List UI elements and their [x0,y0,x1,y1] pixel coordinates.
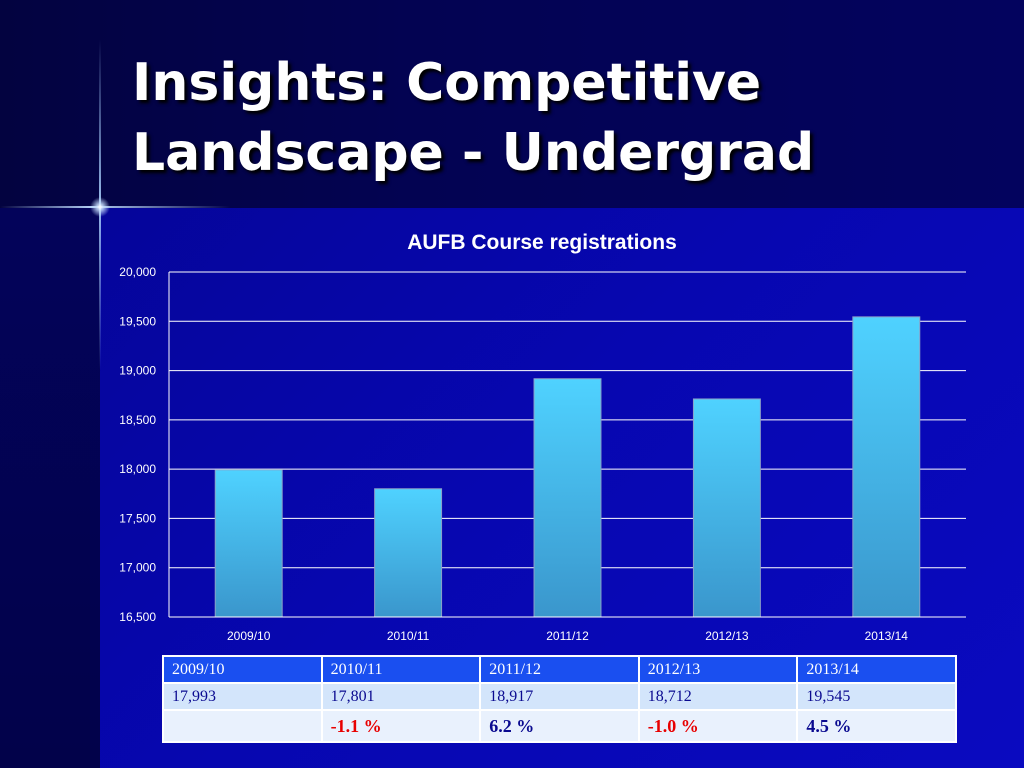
chart-y-tick-label: 17,500 [119,511,156,525]
slide-title: Insights: Competitive Landscape - Underg… [132,48,992,188]
table-values-row: 17,993 17,801 18,917 18,712 19,545 [162,682,957,711]
slide-title-line-2: Landscape - Undergrad [132,123,815,183]
table-header-cell: 2011/12 [479,655,640,684]
chart-y-tick-label: 18,000 [119,462,156,476]
slide-header-background [0,0,1024,208]
table-change-cell: 6.2 % [479,709,640,743]
table-change-cell: -1.1 % [320,709,482,743]
slide-left-band [0,208,100,768]
table-change-cell: -1.0 % [637,709,799,743]
chart-y-tick-label: 19,500 [119,314,156,328]
chart-bars [214,316,921,618]
table-header-cell: 2013/14 [796,655,957,684]
registrations-table: 2009/10 2010/11 2011/12 2012/13 2013/14 … [162,655,957,743]
chart-y-tick-label: 18,500 [119,413,156,427]
chart-bar [374,488,443,618]
table-value-cell: 17,801 [320,682,482,711]
table-value-cell: 17,993 [162,682,323,711]
table-header-cell: 2010/11 [320,655,482,684]
chart-y-tick-label: 17,000 [119,561,156,575]
chart-x-tick-label: 2010/11 [387,629,430,643]
chart-bar [533,378,602,618]
decorative-horizontal-line [0,206,230,208]
table-change-cell [162,709,323,743]
table-value-cell: 19,545 [796,682,957,711]
table-change-cell: 4.5 % [796,709,957,743]
chart-y-tick-label: 20,000 [119,265,156,279]
decorative-sparkle-icon [90,197,110,217]
table-header-cell: 2009/10 [162,655,323,684]
chart-bar [692,398,761,618]
table-value-cell: 18,712 [637,682,799,711]
chart-y-axis-ticks: 16,500 17,000 17,500 18,000 18,500 19,000 19,5… [119,265,156,624]
registrations-bar-chart: AUFB Course registrations 16,500 17,000 17… [119,231,966,643]
chart-bar [852,316,921,618]
chart-x-tick-label: 2011/12 [546,629,589,643]
chart-bar [214,469,283,618]
table-value-cell: 18,917 [479,682,640,711]
table-change-row: -1.1 % 6.2 % -1.0 % 4.5 % [162,709,957,743]
chart-x-tick-label: 2012/13 [705,629,749,643]
chart-y-tick-label: 19,000 [119,364,156,378]
chart-title: AUFB Course registrations [407,231,677,254]
chart-x-tick-label: 2009/10 [227,629,271,643]
table-header-cell: 2012/13 [637,655,799,684]
chart-x-axis-ticks: 2009/10 2010/11 2011/12 2012/13 2013/14 [227,629,908,643]
chart-x-tick-label: 2013/14 [865,629,909,643]
chart-y-tick-label: 16,500 [119,610,156,624]
table-header-row: 2009/10 2010/11 2011/12 2012/13 2013/14 [162,655,957,684]
slide-title-line-1: Insights: Competitive [132,53,762,113]
